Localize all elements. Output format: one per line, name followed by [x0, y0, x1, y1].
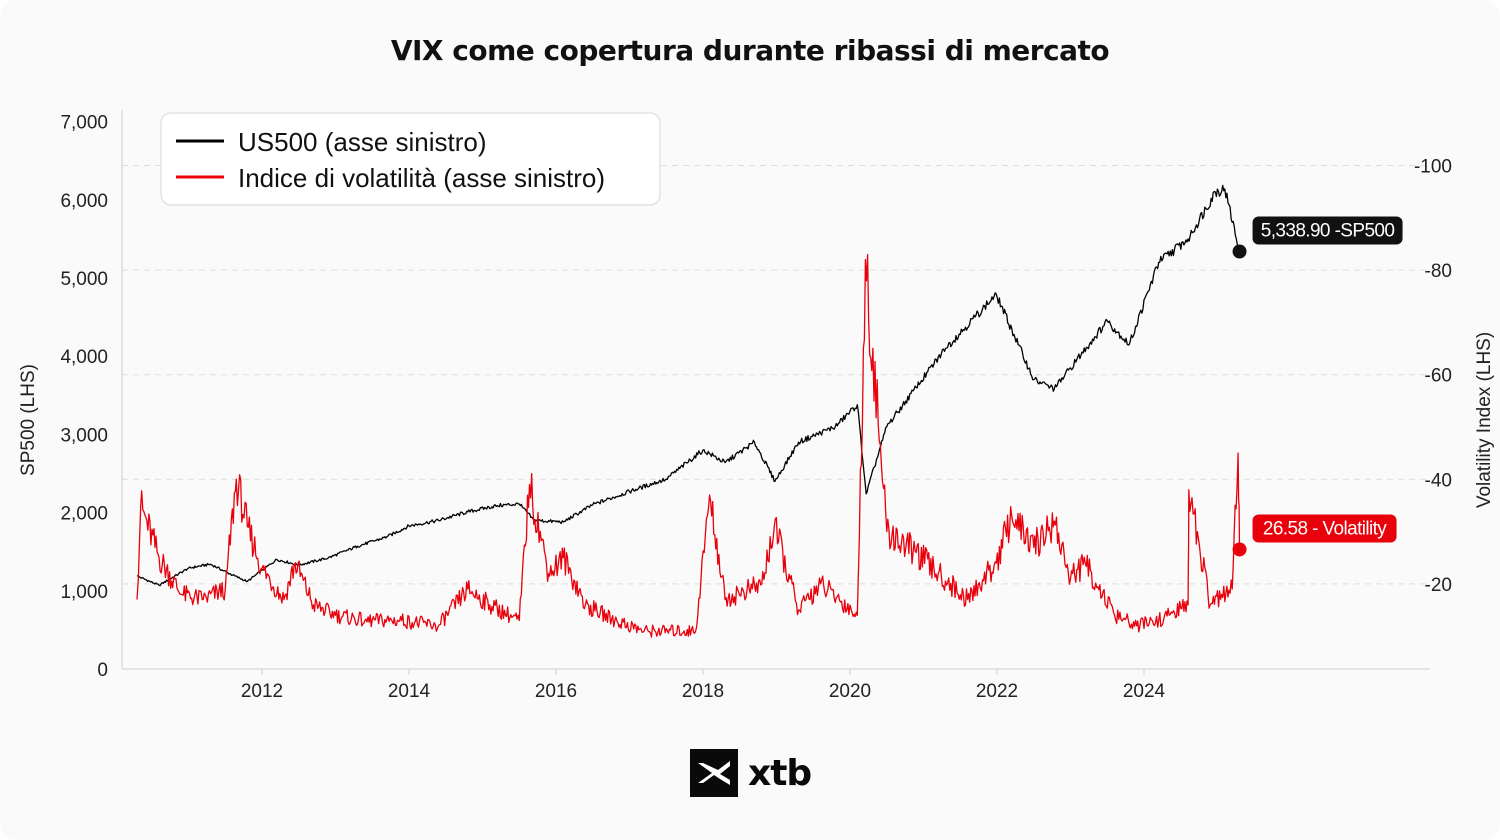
- left-tick-label: 6,000: [60, 191, 108, 212]
- legend-box: [160, 112, 661, 206]
- xtb-logo: xtb: [690, 748, 812, 798]
- legend-label-us500: US500 (asse sinistro): [238, 127, 487, 157]
- x-ticks: 2012 2014 2016 2018 2020 2022 2024: [241, 669, 1166, 702]
- left-tick-label: 2,000: [60, 504, 108, 525]
- x-tick-label: 2016: [535, 681, 577, 702]
- volatility-callout-box: [1252, 514, 1397, 543]
- right-tick-label: -60: [1425, 366, 1452, 387]
- sp500-end-marker: [1232, 244, 1247, 259]
- series-layer: [136, 184, 1241, 638]
- left-tick-label: 3,000: [60, 425, 108, 446]
- right-axis-label: Volatility Index (LHS): [1474, 332, 1495, 508]
- x-tick-label: 2020: [829, 681, 871, 702]
- right-y-ticks: -20 -40 -60 -80 -100: [1414, 157, 1452, 596]
- us500-line: [137, 184, 1240, 587]
- x-tick-label: 2022: [976, 681, 1018, 702]
- left-tick-label: 4,000: [60, 347, 108, 368]
- volatility-end-marker: [1232, 542, 1247, 557]
- legend: US500 (asse sinistro) Indice di volatili…: [160, 112, 661, 206]
- x-tick-label: 2018: [682, 681, 724, 702]
- x-tick-label: 2014: [388, 681, 431, 702]
- brand-name: xtb: [748, 752, 812, 794]
- axes: [121, 110, 1430, 670]
- left-tick-label: 5,000: [60, 269, 108, 290]
- right-tick-label: -40: [1425, 470, 1452, 491]
- volatility-line: [136, 254, 1241, 638]
- x-tick-label: 2012: [241, 681, 283, 702]
- left-tick-label: 7,000: [60, 113, 108, 134]
- left-axis-label: SP500 (LHS): [18, 364, 39, 476]
- volatility-callout-label: 26.58 - Volatility: [1263, 518, 1387, 539]
- sp500-callout-label: 5,338.90 -SP500: [1261, 220, 1395, 241]
- callouts: 5,338.90 -SP500 26.58 - Volatility: [1232, 216, 1403, 557]
- chart-title: VIX come copertura durante ribassi di me…: [390, 34, 1110, 67]
- right-tick-label: -80: [1425, 261, 1452, 282]
- right-tick-label: -100: [1414, 157, 1452, 178]
- left-y-ticks: 0 1,000 2,000 3,000 4,000 5,000 6,000 7,000: [60, 113, 108, 681]
- left-tick-label: 1,000: [60, 582, 108, 603]
- legend-label-volatility: Indice di volatilità (asse sinistro): [238, 163, 605, 193]
- sp500-callout-box: [1252, 216, 1403, 245]
- right-tick-label: -20: [1425, 575, 1452, 596]
- left-tick-label: 0: [97, 660, 108, 681]
- xtb-logo-icon: [690, 749, 738, 797]
- x-tick-label: 2024: [1123, 681, 1166, 702]
